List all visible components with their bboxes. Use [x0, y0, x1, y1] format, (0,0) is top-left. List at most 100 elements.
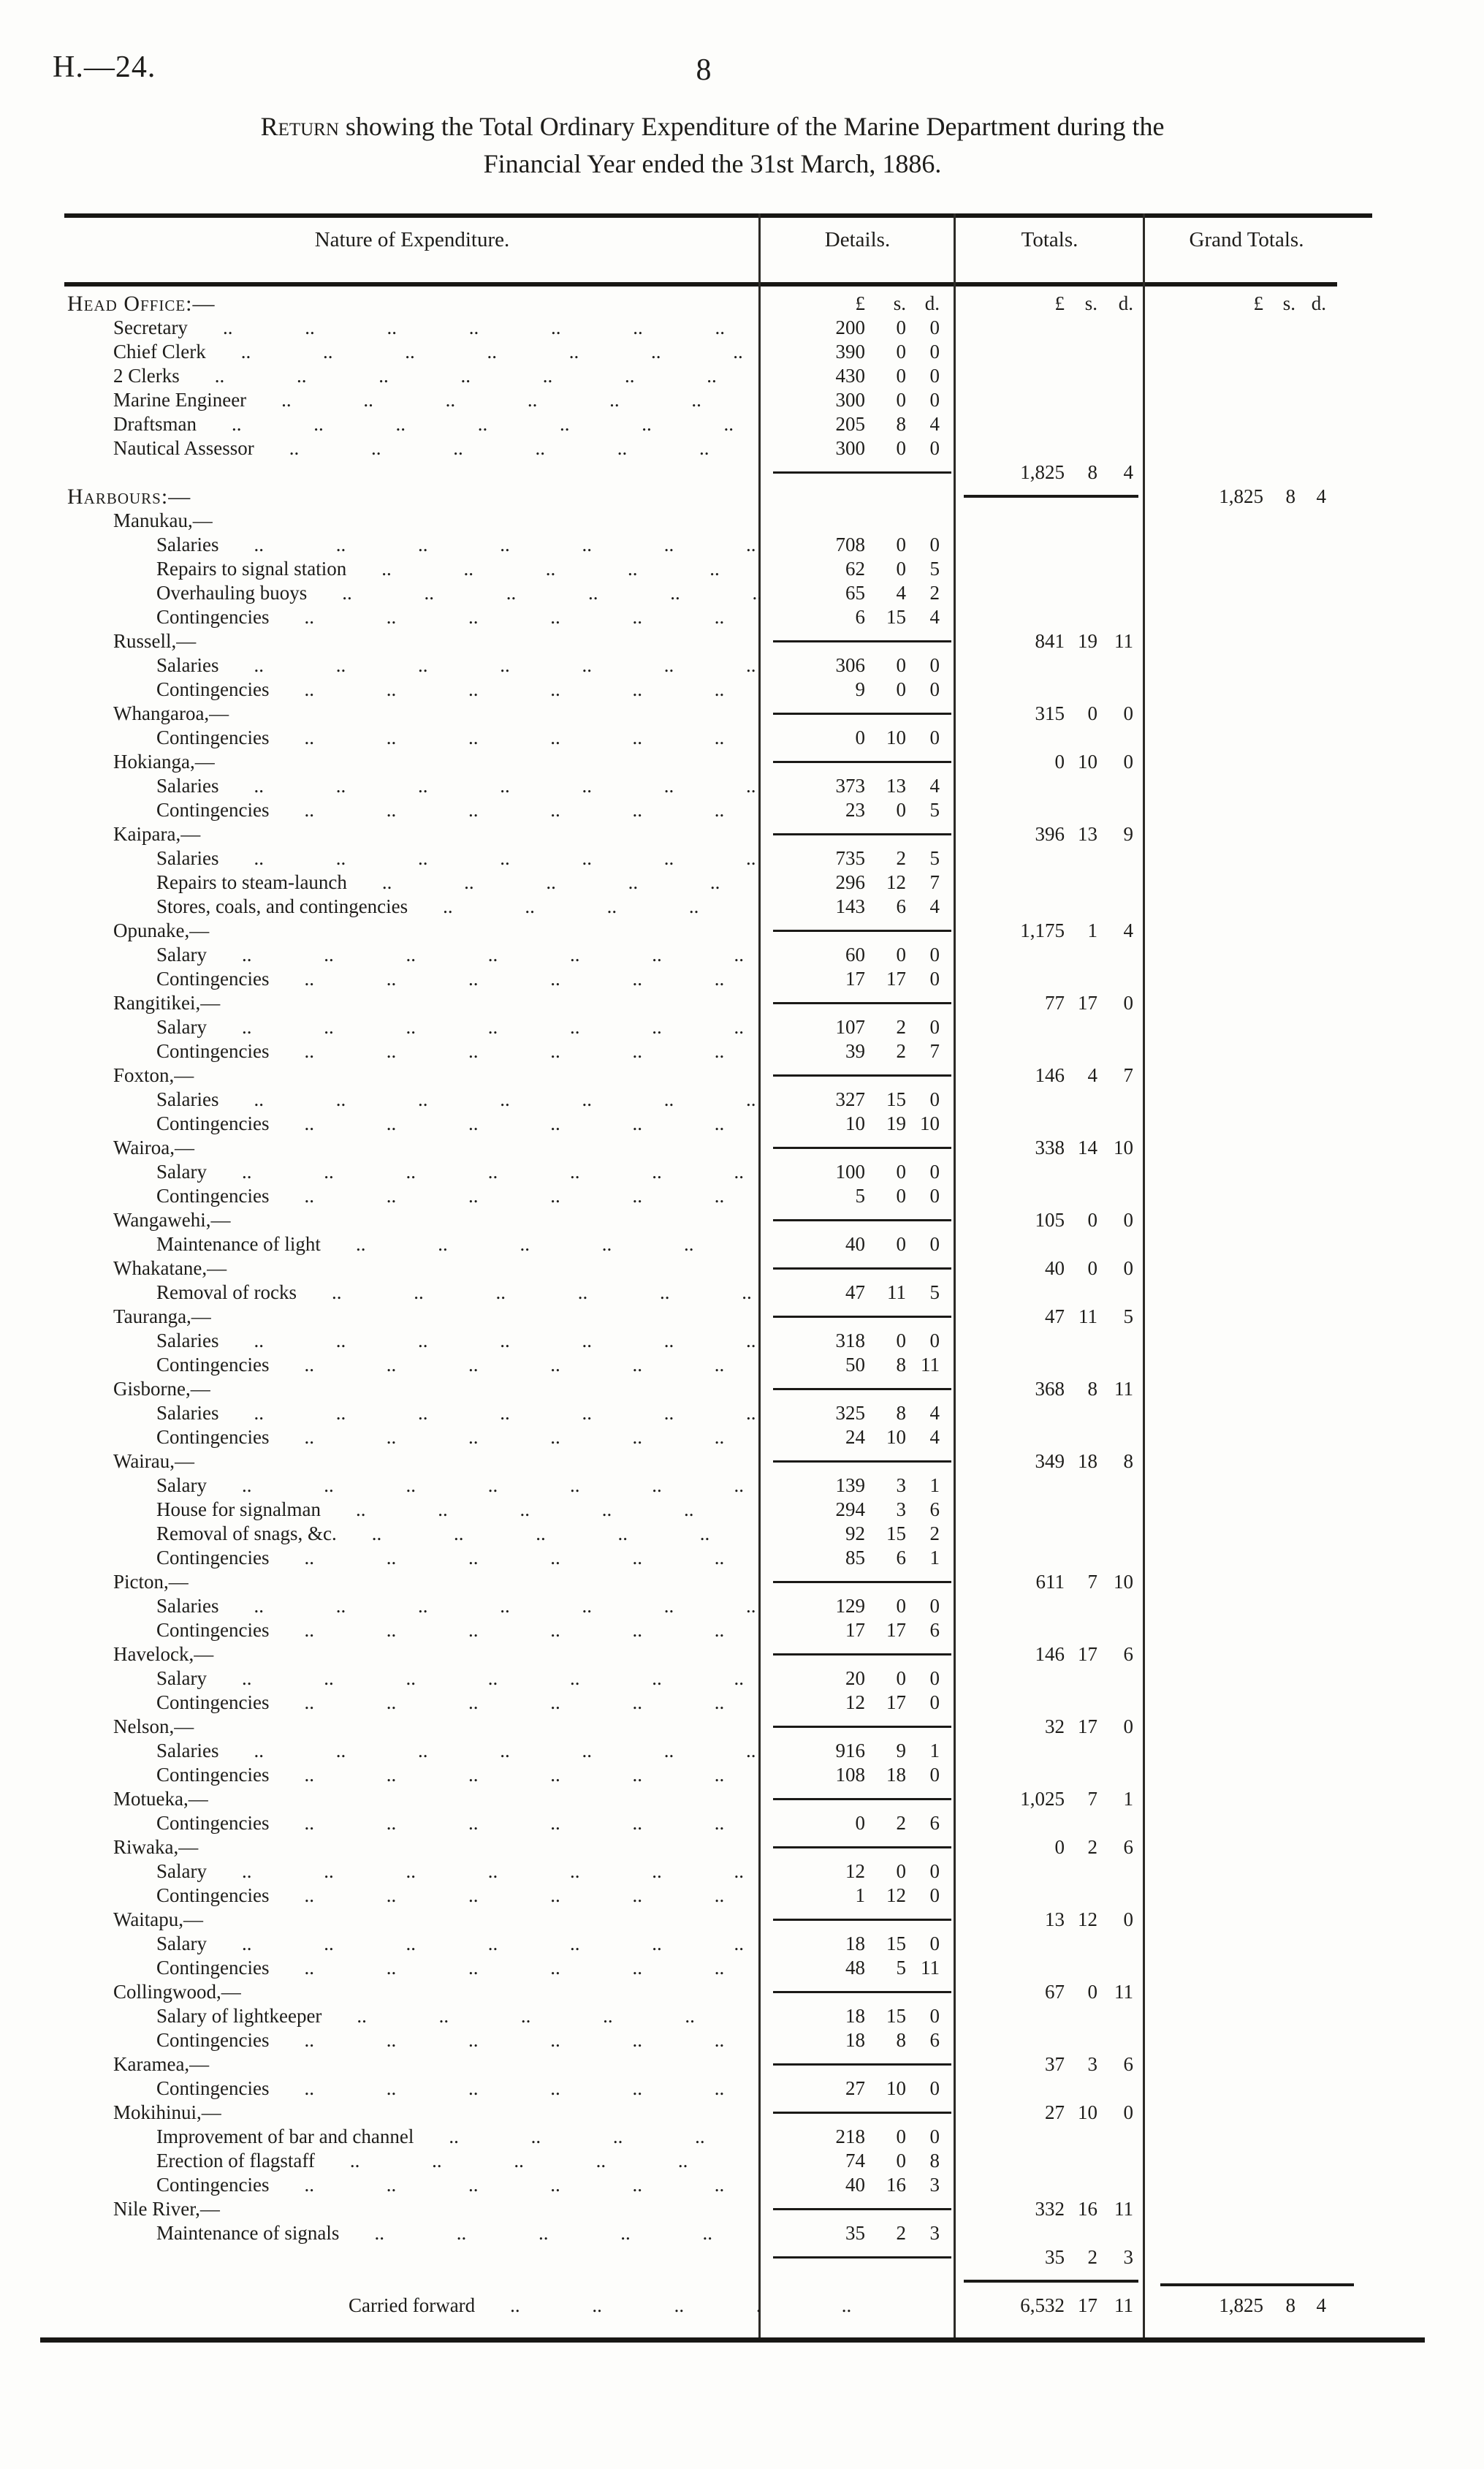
- expense-item-label: Salary of lightkeeper: [156, 2005, 322, 2027]
- shillings-value: 0: [896, 1330, 907, 1351]
- grand-totals-cell: [1144, 1329, 1421, 1353]
- shillings-value: 3: [896, 1474, 907, 1496]
- totals-cell: 67 0 11: [955, 1980, 1144, 2004]
- totals-cell: [955, 1498, 1144, 1522]
- pence-value: 0: [929, 968, 940, 990]
- totals-cell: [955, 1618, 1144, 1642]
- pence-value: 10: [920, 1112, 940, 1134]
- pounds-value: 1,825: [1219, 2294, 1263, 2316]
- totals-cell: [955, 2221, 1144, 2245]
- pence-value: 4: [929, 1402, 940, 1424]
- pounds-value: 17: [845, 968, 865, 990]
- grand-totals-cell: [1144, 1401, 1421, 1425]
- harbour-section-row: Mokihinui,— 27 10 0: [64, 2101, 1421, 2125]
- carried-forward-row: Carried forward.. .. .. .. .. .. .. .. .…: [64, 2294, 1421, 2318]
- harbour-section-row: Wangawehi,— 105 0 0: [64, 1208, 1421, 1232]
- pounds-value: 27: [1045, 2101, 1065, 2123]
- title-rest: showing the Total Ordinary Expenditure o…: [338, 112, 1165, 141]
- details-cell: 23 0 5: [760, 798, 955, 822]
- details-cell: 85 6 1: [760, 1546, 955, 1570]
- leader-dots: .. .. .. .. .. .. .. .. .. ..: [254, 1330, 760, 1351]
- pounds-value: 332: [1035, 2198, 1065, 2220]
- pounds-value: 67: [1045, 1981, 1065, 2003]
- shillings-value: 15: [886, 1933, 906, 1954]
- pence-value: 4: [929, 606, 940, 628]
- pounds-value: 129: [835, 1595, 866, 1617]
- details-cell: 18 8 6: [760, 2028, 955, 2052]
- pence-value: 0: [929, 1933, 940, 1954]
- details-cell: [760, 485, 955, 509]
- expense-item-label: Nautical Assessor: [113, 437, 254, 459]
- expenditure-label: Salaries .. .. .. .. .. .. .. .. .. ..: [64, 1088, 760, 1112]
- pounds-value: 325: [835, 1402, 866, 1424]
- leader-dots: .. .. .. .. .. .. .. .. .. ..: [304, 727, 760, 748]
- pence-value: 6: [1123, 2053, 1134, 2075]
- details-cell: 373 13 4: [760, 774, 955, 798]
- pounds-value: 23: [845, 799, 865, 821]
- details-cell: [760, 1908, 955, 1932]
- expenditure-label: Contingencies .. .. .. .. .. .. .. .. .. …: [64, 798, 760, 822]
- totals-cell: [955, 1763, 1144, 1787]
- expense-item-row: Contingencies .. .. .. .. .. .. .. .. .. …: [64, 605, 1421, 629]
- details-cell: [760, 702, 955, 726]
- details-cell: [760, 1256, 955, 1281]
- expenditure-label: Contingencies .. .. .. .. .. .. .. .. .. …: [64, 1811, 760, 1835]
- pence-value: 0: [929, 654, 940, 676]
- pounds-value: 20: [845, 1667, 865, 1689]
- expenditure-label: Salaries .. .. .. .. .. .. .. .. .. ..: [64, 774, 760, 798]
- totals-cell: [955, 2077, 1144, 2101]
- pounds-value: 1: [855, 1884, 866, 1906]
- leader-dots: .. .. .. .. .. .. .. .. .. ..: [304, 799, 760, 821]
- pence-value: 0: [1123, 1908, 1134, 1930]
- pounds-value: 300: [835, 389, 866, 411]
- expenditure-label: Contingencies .. .. .. .. .. .. .. .. .. …: [64, 1618, 760, 1642]
- expenditure-label: Head Office:—: [64, 292, 760, 316]
- pounds-value: 841: [1035, 630, 1065, 652]
- pounds-value: 18: [845, 2005, 865, 2027]
- expense-item-label: Contingencies: [156, 1884, 270, 1906]
- shillings-value: 7: [1087, 1571, 1098, 1593]
- grand-totals-cell: [1144, 2197, 1421, 2221]
- pounds-value: 368: [1035, 1378, 1065, 1400]
- expense-item-label: Improvement of bar and channel: [156, 2125, 414, 2147]
- details-sum-rule: [773, 1919, 951, 1921]
- expenditure-label: Marine Engineer .. .. .. .. .. .. .. .. .…: [64, 388, 760, 412]
- pounds-value: 24: [845, 1426, 865, 1448]
- expenditure-label: Contingencies .. .. .. .. .. .. .. .. .. …: [64, 2173, 760, 2197]
- shillings-value: 8: [896, 2029, 907, 2051]
- leader-dots: .. .. .. .. .. .. .. .. .. ..: [304, 1354, 760, 1376]
- pounds-value: 32: [1045, 1715, 1065, 1737]
- expenditure-label: Repairs to steam-launch .. .. .. .. .. ..…: [64, 871, 760, 895]
- totals-cell: [955, 726, 1144, 750]
- grand-totals-cell: [1144, 340, 1421, 364]
- expenditure-label: Contingencies .. .. .. .. .. .. .. .. .. …: [64, 726, 760, 750]
- expense-item-label: Contingencies: [156, 1112, 270, 1134]
- grand-totals-cell: [1144, 1377, 1421, 1401]
- shillings-value: 7: [1087, 1788, 1098, 1810]
- expense-item-row: Salaries.. .. .. .. .. .. .. .. .. ..327…: [64, 1088, 1421, 1112]
- pence-value: 5: [929, 847, 940, 869]
- grand-totals-cell: [1144, 991, 1421, 1015]
- pounds-value: 0: [855, 727, 866, 748]
- details-cell: [760, 629, 955, 653]
- pence-value: 3: [929, 2222, 940, 2244]
- leader-dots: .. .. .. .. .. .. .. .. .. ..: [304, 2174, 760, 2196]
- totals-cell: [955, 846, 1144, 871]
- harbour-section-row: Opunake,— 1,175 1 4: [64, 919, 1421, 943]
- shillings-value: 2: [896, 1812, 907, 1834]
- totals-cell: [955, 412, 1144, 436]
- expense-item-row: Salary of lightkeeper .. .. .. .. .. .. .…: [64, 2004, 1421, 2028]
- leader-dots: .. .. .. .. .. .. .. .. .. ..: [381, 871, 760, 893]
- details-cell: [760, 2101, 955, 2125]
- expenditure-label: Erection of flagstaff .. .. .. .. .. .. .…: [64, 2149, 760, 2173]
- pence-value: 6: [929, 1812, 940, 1834]
- expense-item-row: Marine Engineer .. .. .. .. .. .. .. .. .…: [64, 388, 1421, 412]
- pence-value: 11: [921, 1957, 940, 1979]
- details-cell: 1 12 0: [760, 1884, 955, 1908]
- totals-cell: [955, 895, 1144, 919]
- pence-value: 4: [929, 1426, 940, 1448]
- totals-cell: [955, 967, 1144, 991]
- details-cell: [760, 919, 955, 943]
- grand-totals-cell: [1144, 750, 1421, 774]
- pounds-value: 39: [845, 1040, 865, 1062]
